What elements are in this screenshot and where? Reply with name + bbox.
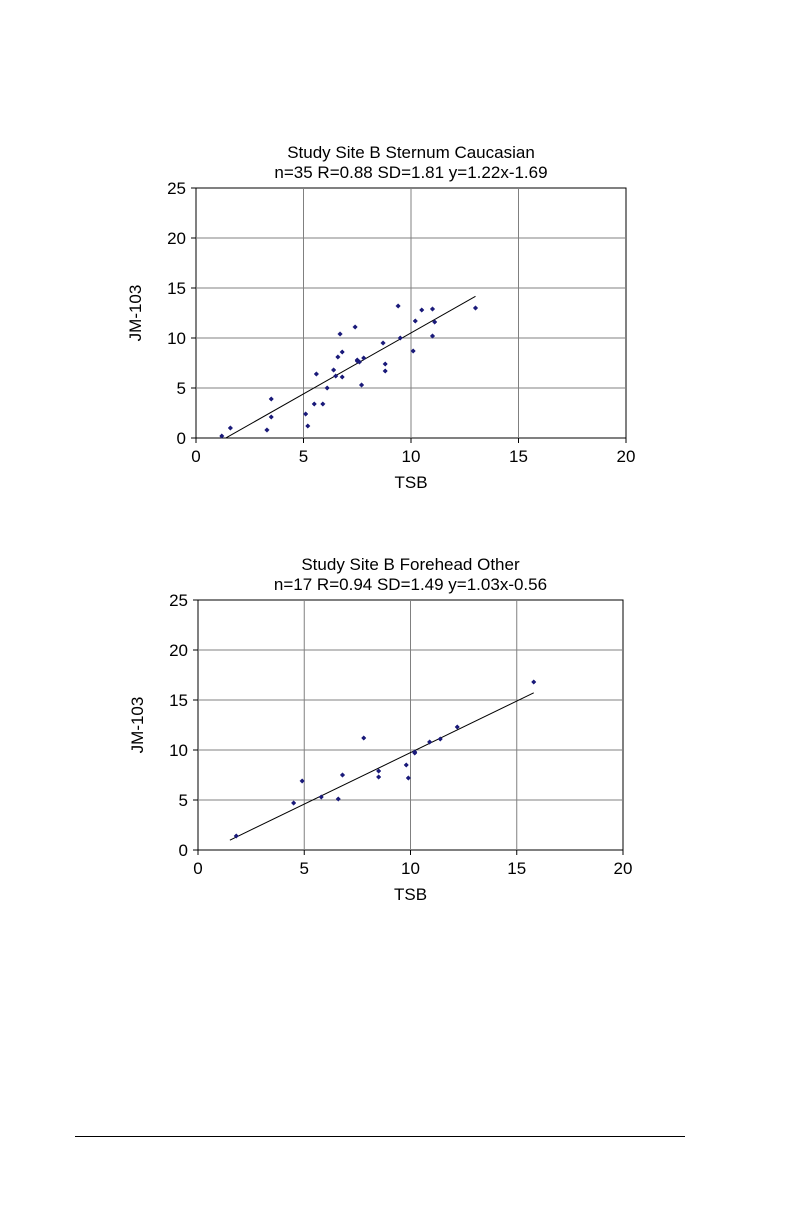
x-axis-label: TSB — [394, 885, 427, 904]
data-point — [318, 794, 324, 800]
data-point — [264, 427, 270, 433]
data-point — [395, 303, 401, 309]
data-point — [320, 401, 326, 407]
y-axis-label: JM-103 — [128, 697, 147, 754]
data-point — [305, 423, 311, 429]
chart-sternum-caucasian: Study Site B Sternum Caucasian n=35 R=0.8… — [0, 130, 792, 510]
chart-subtitle: n=17 R=0.94 SD=1.49 y=1.03x-0.56 — [274, 575, 547, 594]
data-point — [382, 361, 388, 367]
x-axis-label: TSB — [394, 473, 427, 492]
trendline — [225, 295, 476, 439]
data-point — [333, 373, 339, 379]
data-point — [361, 355, 367, 361]
data-point — [531, 679, 537, 685]
data-point — [311, 401, 317, 407]
x-tick-label: 0 — [191, 447, 200, 466]
x-tick-label: 10 — [402, 447, 421, 466]
data-point — [313, 371, 320, 377]
x-tick-label: 10 — [401, 859, 420, 878]
x-tick-label: 15 — [509, 447, 528, 466]
chart-title: Study Site B Forehead Other — [301, 555, 520, 574]
data-point — [375, 768, 382, 774]
data-point — [219, 433, 225, 439]
data-point — [337, 331, 343, 337]
data-point — [419, 307, 425, 313]
data-point — [290, 800, 297, 806]
chart-forehead-other: Study Site B Forehead Other n=17 R=0.94 S… — [0, 545, 792, 925]
x-tick-label: 0 — [193, 859, 202, 878]
y-tick-label: 15 — [169, 691, 188, 710]
y-tick-label: 25 — [167, 179, 186, 198]
chart-subtitle: n=35 R=0.88 SD=1.81 y=1.22x-1.69 — [274, 163, 547, 182]
page-footer-rule — [75, 1136, 685, 1137]
y-tick-label: 20 — [169, 641, 188, 660]
data-point — [335, 354, 341, 360]
data-point — [299, 778, 305, 784]
y-axis-label: JM-103 — [126, 285, 145, 342]
data-point — [380, 340, 386, 346]
data-point — [382, 368, 388, 374]
y-tick-label: 0 — [179, 841, 188, 860]
y-tick-label: 10 — [167, 329, 186, 348]
data-point — [397, 335, 403, 341]
x-tick-label: 20 — [617, 447, 636, 466]
data-point — [233, 833, 239, 839]
data-point — [324, 385, 330, 391]
x-tick-label: 20 — [614, 859, 633, 878]
data-point — [302, 411, 309, 417]
data-point — [429, 333, 436, 339]
data-point — [268, 414, 274, 420]
data-point — [426, 739, 433, 745]
data-point — [335, 796, 341, 802]
data-point — [412, 318, 418, 324]
y-tick-label: 25 — [169, 591, 188, 610]
data-point — [227, 425, 234, 431]
data-point — [431, 319, 438, 325]
trendline — [229, 692, 534, 841]
data-point — [339, 374, 345, 380]
y-tick-label: 15 — [167, 279, 186, 298]
x-tick-label: 5 — [300, 859, 309, 878]
data-point — [268, 396, 274, 402]
data-point — [339, 349, 345, 355]
data-point — [330, 367, 337, 373]
data-point — [437, 736, 443, 742]
data-point — [403, 762, 409, 768]
y-tick-label: 5 — [177, 379, 186, 398]
data-point — [410, 348, 416, 354]
data-point — [375, 774, 382, 780]
y-tick-label: 0 — [177, 429, 186, 448]
y-tick-label: 5 — [179, 791, 188, 810]
chart-title: Study Site B Sternum Caucasian — [287, 143, 535, 162]
data-point — [358, 382, 365, 388]
y-tick-label: 10 — [169, 741, 188, 760]
y-tick-label: 20 — [167, 229, 186, 248]
x-tick-label: 5 — [299, 447, 308, 466]
data-point — [361, 735, 367, 741]
data-point — [354, 357, 360, 363]
data-point — [429, 306, 436, 312]
x-tick-label: 15 — [507, 859, 526, 878]
data-point — [472, 305, 479, 311]
data-point — [405, 775, 412, 781]
data-point — [412, 750, 418, 756]
data-point — [352, 324, 358, 330]
data-point — [454, 724, 460, 730]
data-point — [339, 772, 346, 778]
